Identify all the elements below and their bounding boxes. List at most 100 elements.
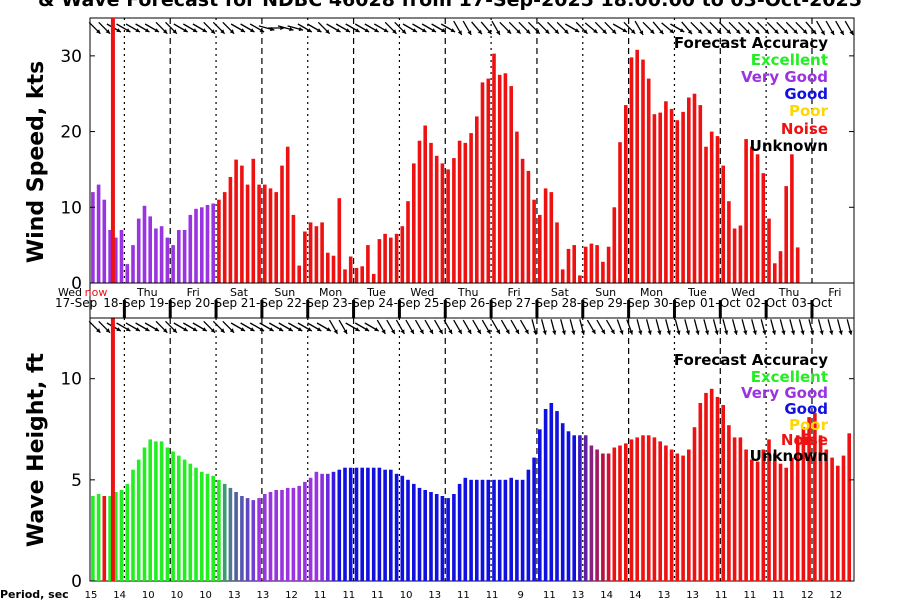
direction-arrow bbox=[560, 319, 566, 335]
legend-title: Forecast Accuracy bbox=[674, 351, 828, 369]
bar bbox=[182, 230, 187, 283]
direction-arrow bbox=[808, 319, 815, 335]
bar bbox=[320, 473, 324, 581]
wave-ylabel: Wave Height, ft bbox=[24, 352, 49, 547]
bar bbox=[154, 228, 158, 283]
bar bbox=[629, 439, 634, 581]
bar bbox=[704, 146, 708, 283]
direction-arrow bbox=[98, 320, 111, 334]
bar bbox=[366, 467, 370, 581]
direction-arrow bbox=[655, 319, 662, 335]
direction-arrow bbox=[192, 322, 208, 332]
period-value: 12 bbox=[829, 590, 842, 600]
direction-arrow bbox=[531, 319, 538, 335]
direction-arrow bbox=[670, 23, 685, 33]
bar bbox=[624, 105, 628, 283]
bar bbox=[177, 230, 181, 283]
bar bbox=[475, 116, 479, 284]
bar bbox=[291, 214, 296, 283]
direction-arrow bbox=[519, 319, 530, 335]
bar bbox=[417, 140, 422, 283]
bar bbox=[440, 496, 445, 581]
bar bbox=[337, 469, 342, 581]
direction-arrow bbox=[645, 319, 652, 335]
direction-arrow bbox=[703, 319, 710, 335]
bar bbox=[274, 192, 278, 283]
direction-arrow bbox=[412, 23, 427, 33]
direction-arrow bbox=[846, 319, 853, 335]
bar bbox=[618, 142, 622, 283]
bar bbox=[263, 184, 267, 283]
y-tick-label: 30 bbox=[60, 47, 82, 67]
direction-arrow bbox=[453, 20, 463, 36]
direction-arrow bbox=[584, 22, 598, 34]
bar bbox=[790, 154, 794, 283]
direction-arrow bbox=[605, 319, 616, 335]
direction-arrow bbox=[805, 21, 817, 35]
direction-arrow bbox=[844, 20, 854, 36]
bar bbox=[394, 473, 399, 581]
bar bbox=[285, 146, 290, 283]
bar bbox=[715, 136, 720, 283]
y-tick-label: 10 bbox=[60, 198, 82, 218]
period-value: 11 bbox=[371, 590, 384, 600]
bar bbox=[383, 469, 387, 581]
direction-arrow bbox=[317, 21, 331, 35]
direction-arrow bbox=[386, 319, 396, 335]
legend-title: Forecast Accuracy bbox=[674, 34, 828, 52]
direction-arrow bbox=[722, 319, 729, 335]
direction-arrow bbox=[728, 21, 741, 35]
direction-arrow bbox=[776, 21, 789, 35]
y-tick-label: 0 bbox=[71, 572, 82, 592]
direction-arrow bbox=[569, 319, 576, 335]
bar bbox=[738, 437, 743, 581]
period-axis-label: Period, sec bbox=[0, 588, 69, 600]
bar bbox=[142, 447, 147, 581]
bar bbox=[486, 479, 491, 581]
direction-arrow bbox=[173, 23, 189, 33]
direction-arrow bbox=[579, 319, 585, 335]
direction-arrow bbox=[155, 320, 168, 334]
period-value: 9 bbox=[518, 590, 524, 600]
direction-arrow bbox=[373, 23, 389, 33]
bar bbox=[698, 403, 703, 581]
direction-arrow bbox=[316, 322, 332, 332]
direction-arrow bbox=[472, 319, 482, 335]
bar bbox=[767, 218, 771, 283]
direction-arrow bbox=[364, 322, 380, 332]
bar bbox=[457, 140, 462, 283]
direction-arrow bbox=[135, 322, 150, 332]
bar bbox=[560, 269, 565, 283]
direction-arrow bbox=[277, 25, 294, 32]
direction-arrow bbox=[642, 21, 655, 35]
bar bbox=[543, 188, 548, 283]
bar bbox=[440, 163, 445, 283]
bar bbox=[784, 467, 788, 581]
y-tick-label: 20 bbox=[60, 123, 82, 143]
bar bbox=[635, 437, 639, 581]
legend-good: Good bbox=[784, 85, 828, 103]
direction-arrow bbox=[338, 319, 348, 335]
bar bbox=[303, 231, 307, 283]
period-value: 11 bbox=[543, 590, 556, 600]
direction-arrow bbox=[88, 21, 101, 35]
direction-arrow bbox=[798, 319, 805, 335]
direction-arrow bbox=[240, 23, 255, 33]
bar bbox=[721, 405, 725, 581]
direction-arrow bbox=[165, 320, 178, 334]
period-value: 13 bbox=[256, 590, 269, 600]
direction-arrow bbox=[462, 20, 472, 36]
bar bbox=[526, 170, 531, 283]
bar bbox=[709, 131, 714, 283]
bar bbox=[165, 447, 170, 581]
legend-noise: Noise bbox=[781, 431, 828, 449]
legend-good: Good bbox=[784, 400, 828, 418]
bar bbox=[343, 269, 347, 283]
legend-poor: Poor bbox=[789, 416, 829, 434]
bar bbox=[446, 169, 450, 283]
bar bbox=[159, 441, 164, 581]
direction-arrow bbox=[699, 21, 713, 35]
bar bbox=[240, 496, 244, 581]
bar bbox=[669, 449, 674, 581]
